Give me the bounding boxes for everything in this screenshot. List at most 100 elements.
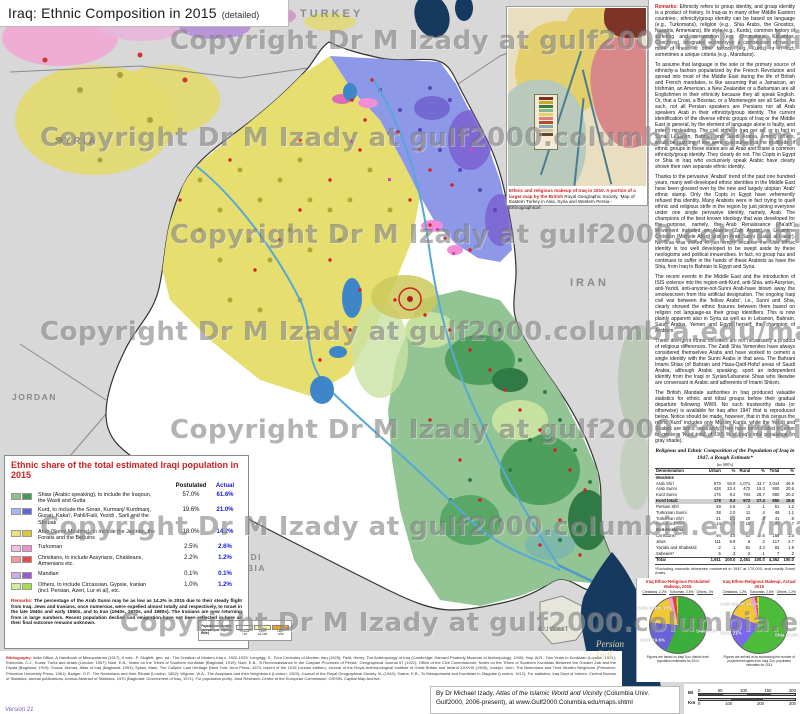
legend-item-name: Kurd, to include the Soran, Kurmanj/ Kur… — [38, 507, 151, 526]
inset-caption: Ethnic and religious makeup of Iraq in 1… — [509, 188, 636, 211]
legend-actual-value: 1.2% — [218, 581, 232, 588]
legend-col-postulated: Postulated — [175, 482, 207, 489]
census-row: Fayli Kurd Shi'i 14.7 18.7 32.7 — [656, 521, 794, 527]
scale-tick: 100 — [739, 688, 747, 693]
pie-chart: Shia 61.6% Kurd 21% Arab Sunni 14.2% — [720, 596, 799, 655]
legend-remark: Remarks: The percentage of the Arab Sunn… — [11, 597, 242, 626]
census-row: Kurd total‡ 178 9.3 672 27.4 850 19.5 — [655, 498, 795, 505]
scale-bar: Mi 0 50 100 150 200 Km 0 100 200 300 — [684, 684, 800, 714]
legend-swatch — [11, 571, 32, 579]
country-label-jordan: JORDAN — [12, 392, 57, 402]
census-section: Moslems — [656, 474, 674, 480]
census-table: Denomination Urban% Rural% Total% Moslems Ara… — [655, 467, 795, 565]
pie-callout-label: Others, 1.2% — [776, 590, 796, 596]
legend-actual-value: 14.2% — [216, 528, 234, 535]
legend-swatch — [11, 529, 32, 537]
map-title-box: Iraq: Ethnic Composition in 2015 (detail… — [0, 0, 289, 27]
density-legend: Population density (person per square mi… — [198, 620, 292, 641]
legend-actual-value: 0.1% — [218, 570, 232, 577]
pie-slice-label: Kurd 21% — [720, 630, 742, 636]
legend-actual-value: 61.6% — [216, 491, 234, 498]
scale-tick: 200 — [788, 688, 796, 693]
pie-chart-block: Iraq Ethno-Religious Makeup, Actual 2015… — [719, 578, 800, 682]
legend-item: Turkoman 2.5% 2.6% — [11, 544, 242, 553]
density-class: High >100 — [272, 624, 289, 637]
legend-item: Arab (Sunni Muslims), to include the Jaz… — [11, 529, 242, 541]
legend-item-name: Mandian — [38, 570, 59, 577]
inset-legend — [534, 94, 558, 150]
census-row: Persian Shi'i 49 2.6 2.1 51 1.2 — [656, 503, 794, 509]
remarks-text: Remarks: Ethnicity refers to group ident… — [655, 4, 795, 444]
pie-slice-label: Arab Sunni 14.2% — [720, 601, 759, 607]
pie-slice-label: Shia 57% — [696, 628, 717, 634]
census-row: Sabeans* 5.3 2.1 7.2 — [656, 550, 794, 556]
census-section: Non-Moslems — [656, 527, 684, 533]
scale-miles: Mi 0 50 100 150 200 — [688, 688, 796, 696]
legend-item: Others, to include Circassian, Gypsie, I… — [11, 582, 242, 594]
census-row: Arab Shi'i 973 50.9 1,071 43.7 2,044 46.9 — [656, 480, 794, 486]
census-row: Arab Sunni 428 22.4 472 19.3 900 20.6 — [656, 486, 794, 492]
census-total-row: Total 1,911 100.0 2,451 100.0 4,362 100.0 — [655, 556, 795, 565]
pie-slice-label: Kurd 19.6% — [640, 637, 666, 643]
density-class: Light 10-100 — [254, 624, 271, 637]
legend-actual-value: 2.6% — [218, 544, 232, 551]
legend-item-name: Shias (Arabic speaking), to include the … — [38, 491, 152, 504]
legend-item-name: Others, to include Circassian, Gypsie, I… — [38, 581, 147, 594]
pie-caption: Figures are arrived at by subtracting th… — [723, 655, 796, 667]
country-label-iran: IRAN — [570, 277, 609, 289]
density-classes: Sparse <10 Light 10-100 High >100 — [235, 624, 289, 637]
pie-slice-label: Shia 61.6% — [774, 632, 799, 638]
legend-postulated-value: 1.0% — [184, 581, 198, 588]
scale-tick: 0 — [698, 688, 701, 693]
legend-swatch — [11, 492, 32, 500]
legend-postulated-value: 19.6% — [182, 507, 200, 514]
attribution-work-title: Atlas of the Islamic World and Vicinity — [495, 690, 603, 697]
census-unit: (in 000's) — [716, 461, 734, 467]
legend-item: Shias (Arabic speaking), to include the … — [11, 492, 242, 504]
pie-chart-block: Iraq Ethno-Religious Postulated Makeup, … — [637, 578, 719, 682]
legend-actual-value: 1.2% — [218, 555, 232, 562]
pie-callout-label: Turkoman, 2.5% — [669, 590, 694, 596]
country-label-kuwait: KUWAIT — [538, 626, 570, 633]
remarks-paragraph: The recent events in the Middle East and… — [655, 274, 795, 334]
census-title: Religious and Ethnic Composition of the … — [655, 448, 795, 461]
legend-item: Mandian 0.1% 0.1% — [11, 571, 242, 579]
remarks-paragraph: Remarks: Ethnicity refers to group ident… — [655, 4, 795, 58]
version-label: Version 21 — [5, 707, 34, 713]
census-footnotes: *Excluding nomadic tribesmen numbered in… — [655, 566, 795, 578]
remarks-paragraph: The British Mandate authorities in Iraq … — [655, 390, 795, 444]
scale-kilometers: Km 0 100 200 300 — [688, 698, 796, 706]
ethnic-legend-box: Ethnic share of the total estimated Iraq… — [4, 455, 249, 649]
legend-swatch — [11, 545, 32, 553]
pie-callout-label: Christians, 1.2% — [722, 590, 747, 596]
pie-callout-label: Turkoman, 2.6% — [749, 590, 774, 596]
density-legend-title: Population density (person per square mi… — [201, 623, 232, 636]
remarks-paragraph: Thanks to the pervasive 'Arabist' trend … — [655, 174, 795, 270]
scale-tick: 200 — [757, 701, 765, 706]
scale-tick: 50 — [717, 688, 723, 693]
census-table-1947: Religious and Ethnic Composition of the … — [655, 448, 795, 578]
scale-tick: 150 — [764, 688, 772, 693]
legend-postulated-value: 18.0% — [182, 528, 200, 535]
census-row: Yazidis and Shabaks‡ 2.1 81 3.3 83 1.9 — [656, 544, 794, 550]
bottom-strip: Bibliography: India Office, A Handbook o… — [0, 651, 622, 714]
pie-title: Iraq Ethno-Religious Postulated Makeup, … — [645, 579, 710, 589]
inset-map-art — [508, 8, 646, 186]
legend-postulated-value: 2.2% — [184, 555, 198, 562]
pie-chart: Shia 57% Kurd 19.6% Arab Sunni 18% — [637, 596, 716, 655]
attribution-rest: (Columbia Univ. Gulf2000, 2006-present),… — [436, 690, 650, 706]
pie-slice-label: Arab Sunni 18% — [637, 605, 673, 611]
country-label-syria: SYRIA — [55, 136, 99, 147]
census-row: Jews 111 5.8 6.2 117 2.7 — [656, 538, 794, 544]
remarks-paragraph: These divergent ethnic identities are no… — [655, 338, 795, 386]
persian-gulf-label: Persian Gulf — [596, 639, 624, 659]
legend-item: Christians, to include Assyrians, Chalde… — [11, 555, 242, 567]
page-title-qualifier: (detailed) — [221, 9, 260, 20]
legend-item: Kurd, to include the Soran, Kurmanj/ Kur… — [11, 507, 242, 526]
pie-title: Iraq Ethno-Religious Makeup, Actual 2015 — [722, 579, 796, 589]
census-row: Christians† 94 4.9 64 2.6 158 3.6 — [656, 533, 794, 539]
inset-1910-map: Ethnic and religious makeup of Iraq in 1… — [506, 6, 648, 210]
remarks-panel: Remarks: Ethnicity refers to group ident… — [648, 0, 800, 578]
legend-title: Ethnic share of the total estimated Iraq… — [11, 460, 239, 481]
